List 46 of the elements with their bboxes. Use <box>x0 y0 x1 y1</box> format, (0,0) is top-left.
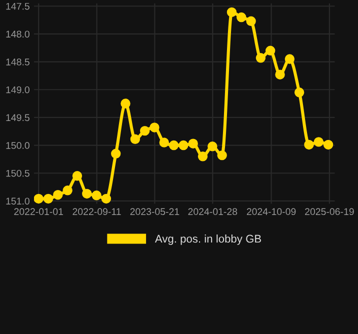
point <box>246 16 256 26</box>
x-tick-label: 2022-09-11 <box>72 208 121 216</box>
legend-label: Avg. pos. in lobby GB <box>154 234 261 245</box>
y-tick-label: 147.5 <box>6 2 30 10</box>
x-tick-label: 2023-05-21 <box>130 208 180 216</box>
point <box>168 140 179 150</box>
point <box>198 152 208 162</box>
point <box>82 188 92 199</box>
point <box>304 140 314 150</box>
y-tick-label: 151.0 <box>6 198 30 205</box>
y-tick-label: 150.0 <box>6 142 30 149</box>
point <box>226 7 237 18</box>
point <box>140 126 150 136</box>
x-tick-label: 2024-10-09 <box>246 208 296 216</box>
point <box>294 88 304 98</box>
point <box>208 142 218 152</box>
point <box>275 70 285 80</box>
point <box>130 134 140 144</box>
point <box>284 54 295 64</box>
point <box>217 150 227 160</box>
y-tick-label: 149.5 <box>6 114 30 122</box>
point <box>314 137 324 147</box>
point <box>236 12 246 22</box>
point <box>101 194 112 204</box>
point <box>72 171 82 181</box>
point <box>150 122 160 132</box>
point <box>159 138 169 148</box>
x-tick-label: 2022-01-01 <box>14 208 63 216</box>
point <box>62 186 72 196</box>
point <box>92 190 102 200</box>
y-tick-label: 148.0 <box>6 30 30 38</box>
point <box>178 140 188 150</box>
point <box>256 53 266 63</box>
point <box>110 148 121 158</box>
point <box>323 140 334 150</box>
point <box>120 98 130 108</box>
y-tick-label: 149.0 <box>6 86 30 94</box>
point <box>265 46 276 56</box>
x-tick-label: 2024-01-28 <box>188 208 238 216</box>
point <box>43 194 54 204</box>
y-tick-label: 150.5 <box>6 170 30 177</box>
y-tick-label: 148.5 <box>6 58 30 66</box>
x-tick-label: 2025-06-19 <box>305 208 354 216</box>
point <box>53 190 63 200</box>
point <box>188 138 198 148</box>
point <box>34 194 44 204</box>
